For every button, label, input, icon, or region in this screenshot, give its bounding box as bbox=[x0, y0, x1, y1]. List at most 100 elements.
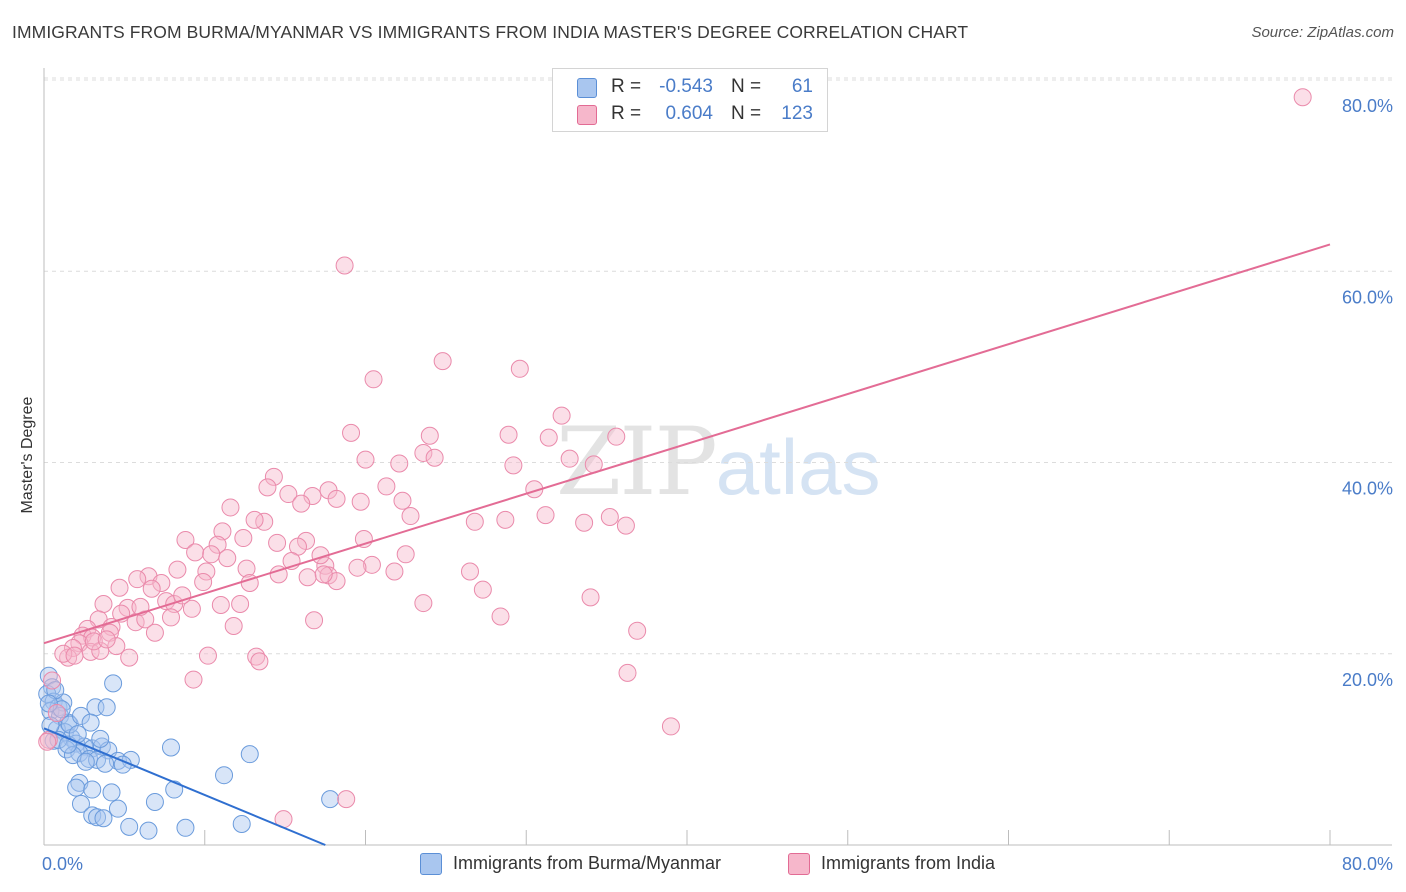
india-point bbox=[460, 562, 479, 581]
india-point bbox=[305, 611, 324, 630]
burma-point bbox=[145, 792, 164, 811]
india-point bbox=[298, 568, 317, 587]
india-point bbox=[1293, 88, 1312, 107]
stats-n-value: 61 bbox=[791, 76, 813, 97]
india-point bbox=[499, 425, 518, 444]
stats-swatch-india bbox=[577, 105, 597, 125]
x-tick-label: 0.0% bbox=[42, 854, 83, 874]
stats-swatch-burma bbox=[577, 78, 597, 98]
watermark-atlas: atlas bbox=[715, 423, 881, 511]
india-point bbox=[184, 670, 203, 689]
chart-legend: Immigrants from Burma/Myanmar Immigrants… bbox=[0, 852, 1406, 878]
india-point bbox=[314, 565, 333, 584]
india-point bbox=[264, 467, 283, 486]
burma-point bbox=[321, 790, 340, 809]
burma-point bbox=[41, 702, 60, 721]
y-tick-label: 40.0% bbox=[1342, 479, 1393, 499]
india-point bbox=[552, 406, 571, 425]
burma-trend-line bbox=[43, 727, 326, 846]
india-point bbox=[142, 579, 161, 598]
burma-point bbox=[161, 738, 180, 757]
india-points-layer bbox=[38, 88, 1312, 829]
india-point bbox=[661, 717, 680, 736]
india-point bbox=[194, 573, 213, 592]
india-point bbox=[362, 555, 381, 574]
india-point bbox=[237, 559, 256, 578]
india-point bbox=[120, 648, 139, 667]
india-point bbox=[377, 477, 396, 496]
india-point bbox=[351, 492, 370, 511]
y-tick-label: 20.0% bbox=[1342, 670, 1393, 690]
burma-point bbox=[94, 809, 113, 828]
india-point bbox=[234, 529, 253, 548]
india-point bbox=[43, 671, 62, 690]
source-credit: Source: ZipAtlas.com bbox=[1251, 24, 1394, 41]
y-tick-label: 80.0% bbox=[1342, 96, 1393, 116]
burma-point bbox=[176, 818, 195, 837]
burma-point bbox=[108, 799, 127, 818]
stats-r-value: -0.543 bbox=[659, 76, 713, 97]
legend-swatch-burma bbox=[420, 853, 442, 875]
legend-label-burma: Immigrants from Burma/Myanmar bbox=[453, 853, 722, 873]
india-point bbox=[186, 543, 205, 562]
india-point bbox=[364, 370, 383, 389]
india-point bbox=[496, 510, 515, 529]
india-point bbox=[327, 489, 346, 508]
stats-r-value: 0.604 bbox=[665, 103, 713, 124]
india-point bbox=[536, 506, 555, 525]
burma-point bbox=[96, 754, 115, 773]
india-point bbox=[618, 663, 637, 682]
y-axis-label: Master's Degree bbox=[19, 396, 36, 514]
y-tick-label: 60.0% bbox=[1342, 287, 1393, 307]
india-point bbox=[414, 443, 433, 462]
legend-swatch-india bbox=[788, 853, 810, 875]
burma-point bbox=[240, 745, 259, 764]
india-point bbox=[575, 513, 594, 532]
india-point bbox=[176, 530, 195, 549]
india-point bbox=[110, 578, 129, 597]
india-point bbox=[213, 522, 232, 541]
india-point bbox=[198, 646, 217, 665]
trend-lines-layer bbox=[43, 243, 1331, 846]
chart-title: IMMIGRANTS FROM BURMA/MYANMAR VS IMMIGRA… bbox=[12, 22, 969, 42]
india-point bbox=[208, 535, 227, 554]
india-point bbox=[65, 646, 84, 665]
stats-n-value: 123 bbox=[781, 103, 813, 124]
india-point bbox=[393, 491, 412, 510]
india-point bbox=[335, 256, 354, 275]
india-point bbox=[128, 570, 147, 589]
india-point bbox=[401, 507, 420, 526]
x-tick-label: 80.0% bbox=[1342, 854, 1393, 874]
burma-point bbox=[71, 794, 90, 813]
india-point bbox=[342, 423, 361, 442]
india-point bbox=[94, 595, 113, 614]
india-point bbox=[268, 533, 287, 552]
india-point bbox=[600, 508, 619, 527]
india-point bbox=[560, 449, 579, 468]
india-point bbox=[250, 652, 269, 671]
burma-point bbox=[91, 729, 110, 748]
stats-legend-box: R = -0.543 N = 61 R = 0.604 N = 123 bbox=[552, 68, 828, 132]
india-point bbox=[396, 545, 415, 564]
india-point bbox=[491, 607, 510, 626]
india-point bbox=[504, 456, 523, 475]
india-point bbox=[425, 448, 444, 467]
india-point bbox=[221, 498, 240, 517]
india-point bbox=[385, 562, 404, 581]
india-point bbox=[337, 790, 356, 809]
burma-point bbox=[139, 821, 158, 840]
india-point bbox=[245, 510, 264, 529]
burma-point bbox=[232, 814, 251, 833]
legend-label-india: Immigrants from India bbox=[821, 853, 996, 873]
burma-point bbox=[104, 674, 123, 693]
india-point bbox=[279, 485, 298, 504]
india-point bbox=[63, 639, 82, 658]
india-point bbox=[38, 732, 57, 751]
india-point bbox=[247, 647, 266, 666]
india-point bbox=[473, 580, 492, 599]
india-point bbox=[581, 588, 600, 607]
burma-point bbox=[165, 780, 184, 799]
india-point bbox=[607, 427, 626, 446]
burma-point bbox=[76, 752, 95, 771]
india-point bbox=[356, 450, 375, 469]
